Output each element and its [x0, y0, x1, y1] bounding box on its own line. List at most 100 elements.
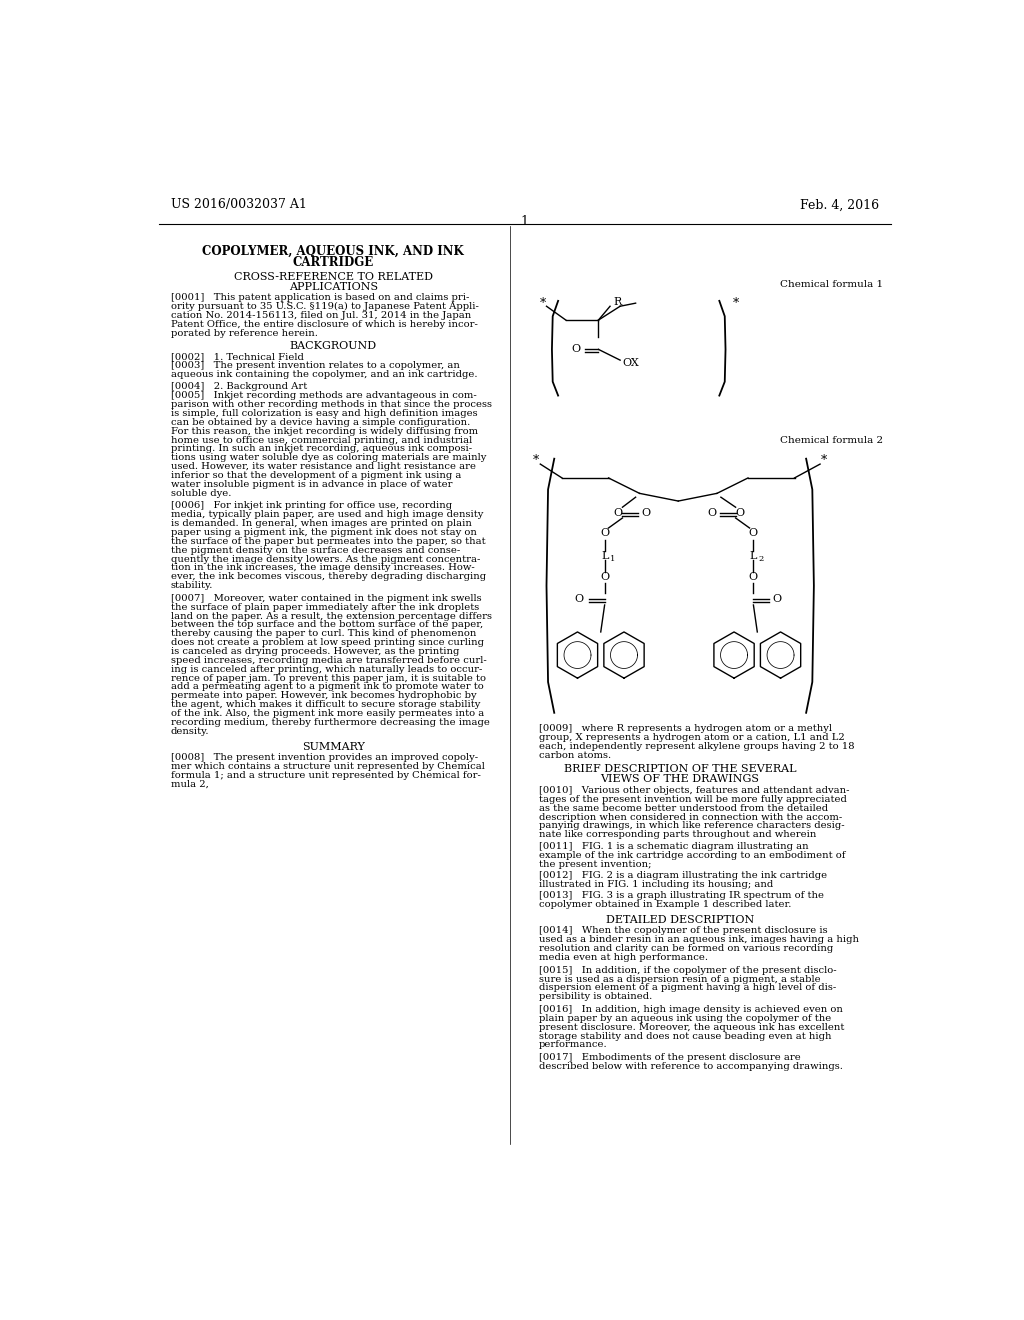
Text: [0002]   1. Technical Field: [0002] 1. Technical Field: [171, 352, 303, 362]
Text: O: O: [641, 508, 650, 517]
Text: [0007]   Moreover, water contained in the pigment ink swells: [0007] Moreover, water contained in the …: [171, 594, 481, 603]
Text: nate like corresponding parts throughout and wherein: nate like corresponding parts throughout…: [539, 830, 816, 840]
Text: [0009]   where R represents a hydrogen atom or a methyl: [0009] where R represents a hydrogen ato…: [539, 725, 831, 734]
Text: CROSS-REFERENCE TO RELATED: CROSS-REFERENCE TO RELATED: [233, 272, 433, 281]
Text: the surface of plain paper immediately after the ink droplets: the surface of plain paper immediately a…: [171, 603, 479, 611]
Text: [0005]   Inkjet recording methods are advantageous in com-: [0005] Inkjet recording methods are adva…: [171, 391, 476, 400]
Text: used. However, its water resistance and light resistance are: used. However, its water resistance and …: [171, 462, 475, 471]
Text: O: O: [571, 345, 581, 354]
Text: OX: OX: [623, 358, 639, 368]
Text: of the ink. Also, the pigment ink more easily permeates into a: of the ink. Also, the pigment ink more e…: [171, 709, 484, 718]
Text: plain paper by an aqueous ink using the copolymer of the: plain paper by an aqueous ink using the …: [539, 1014, 831, 1023]
Text: *: *: [733, 297, 739, 310]
Text: [0008]   The present invention provides an improved copoly-: [0008] The present invention provides an…: [171, 754, 478, 762]
Text: 1: 1: [610, 554, 615, 562]
Text: permeate into paper. However, ink becomes hydrophobic by: permeate into paper. However, ink become…: [171, 692, 476, 700]
Text: as the same become better understood from the detailed: as the same become better understood fro…: [539, 804, 827, 813]
Text: example of the ink cartridge according to an embodiment of: example of the ink cartridge according t…: [539, 851, 845, 861]
Text: 1: 1: [521, 215, 528, 227]
Text: paper using a pigment ink, the pigment ink does not stay on: paper using a pigment ink, the pigment i…: [171, 528, 476, 537]
Text: persibility is obtained.: persibility is obtained.: [539, 993, 652, 1002]
Text: CARTRIDGE: CARTRIDGE: [293, 256, 374, 269]
Text: O: O: [749, 528, 758, 539]
Text: parison with other recording methods in that since the process: parison with other recording methods in …: [171, 400, 492, 409]
Text: speed increases, recording media are transferred before curl-: speed increases, recording media are tra…: [171, 656, 486, 665]
Text: *: *: [540, 297, 546, 310]
Text: is canceled as drying proceeds. However, as the printing: is canceled as drying proceeds. However,…: [171, 647, 459, 656]
Text: the surface of the paper but permeates into the paper, so that: the surface of the paper but permeates i…: [171, 537, 485, 546]
Text: the pigment density on the surface decreases and conse-: the pigment density on the surface decre…: [171, 545, 460, 554]
Text: ever, the ink becomes viscous, thereby degrading discharging: ever, the ink becomes viscous, thereby d…: [171, 573, 485, 581]
Text: between the top surface and the bottom surface of the paper,: between the top surface and the bottom s…: [171, 620, 483, 630]
Text: does not create a problem at low speed printing since curling: does not create a problem at low speed p…: [171, 638, 483, 647]
Text: O: O: [708, 508, 717, 517]
Text: tion in the ink increases, the image density increases. How-: tion in the ink increases, the image den…: [171, 564, 474, 573]
Text: tions using water soluble dye as coloring materials are mainly: tions using water soluble dye as colorin…: [171, 453, 486, 462]
Text: dispersion element of a pigment having a high level of dis-: dispersion element of a pigment having a…: [539, 983, 836, 993]
Text: formula 1; and a structure unit represented by Chemical for-: formula 1; and a structure unit represen…: [171, 771, 480, 780]
Text: media, typically plain paper, are used and high image density: media, typically plain paper, are used a…: [171, 511, 483, 519]
Text: resolution and clarity can be formed on various recording: resolution and clarity can be formed on …: [539, 944, 833, 953]
Text: [0003]   The present invention relates to a copolymer, an: [0003] The present invention relates to …: [171, 362, 460, 371]
Text: each, independently represent alkylene groups having 2 to 18: each, independently represent alkylene g…: [539, 742, 854, 751]
Text: printing. In such an inkjet recording, aqueous ink composi-: printing. In such an inkjet recording, a…: [171, 445, 472, 454]
Text: group, X represents a hydrogen atom or a cation, L1 and L2: group, X represents a hydrogen atom or a…: [539, 733, 845, 742]
Text: stability.: stability.: [171, 581, 213, 590]
Text: [0012]   FIG. 2 is a diagram illustrating the ink cartridge: [0012] FIG. 2 is a diagram illustrating …: [539, 871, 826, 880]
Text: mula 2,: mula 2,: [171, 780, 209, 789]
Text: O: O: [749, 573, 758, 582]
Text: storage stability and does not cause beading even at high: storage stability and does not cause bea…: [539, 1032, 831, 1040]
Text: soluble dye.: soluble dye.: [171, 488, 231, 498]
Text: R: R: [613, 297, 622, 306]
Text: [0013]   FIG. 3 is a graph illustrating IR spectrum of the: [0013] FIG. 3 is a graph illustrating IR…: [539, 891, 823, 900]
Text: rence of paper jam. To prevent this paper jam, it is suitable to: rence of paper jam. To prevent this pape…: [171, 673, 485, 682]
Text: [0001]   This patent application is based on and claims pri-: [0001] This patent application is based …: [171, 293, 469, 302]
Text: O: O: [735, 508, 744, 517]
Text: thereby causing the paper to curl. This kind of phenomenon: thereby causing the paper to curl. This …: [171, 630, 476, 639]
Text: recording medium, thereby furthermore decreasing the image: recording medium, thereby furthermore de…: [171, 718, 489, 727]
Text: density.: density.: [171, 726, 209, 735]
Text: Patent Office, the entire disclosure of which is hereby incor-: Patent Office, the entire disclosure of …: [171, 319, 477, 329]
Text: cation No. 2014-156113, filed on Jul. 31, 2014 in the Japan: cation No. 2014-156113, filed on Jul. 31…: [171, 312, 471, 319]
Text: ing is canceled after printing, which naturally leads to occur-: ing is canceled after printing, which na…: [171, 665, 482, 673]
Text: described below with reference to accompanying drawings.: described below with reference to accomp…: [539, 1063, 843, 1071]
Text: Feb. 4, 2016: Feb. 4, 2016: [800, 198, 879, 211]
Text: tages of the present invention will be more fully appreciated: tages of the present invention will be m…: [539, 795, 847, 804]
Text: Chemical formula 1: Chemical formula 1: [780, 280, 884, 289]
Text: water insoluble pigment is in advance in place of water: water insoluble pigment is in advance in…: [171, 480, 453, 488]
Text: present disclosure. Moreover, the aqueous ink has excellent: present disclosure. Moreover, the aqueou…: [539, 1023, 844, 1032]
Text: VIEWS OF THE DRAWINGS: VIEWS OF THE DRAWINGS: [600, 775, 760, 784]
Text: [0006]   For inkjet ink printing for office use, recording: [0006] For inkjet ink printing for offic…: [171, 502, 452, 511]
Text: the present invention;: the present invention;: [539, 859, 651, 869]
Text: carbon atoms.: carbon atoms.: [539, 751, 611, 760]
Text: aqueous ink containing the copolymer, and an ink cartridge.: aqueous ink containing the copolymer, an…: [171, 370, 477, 379]
Text: O: O: [600, 573, 609, 582]
Text: is demanded. In general, when images are printed on plain: is demanded. In general, when images are…: [171, 519, 471, 528]
Text: used as a binder resin in an aqueous ink, images having a high: used as a binder resin in an aqueous ink…: [539, 936, 859, 944]
Text: [0016]   In addition, high image density is achieved even on: [0016] In addition, high image density i…: [539, 1005, 843, 1014]
Text: can be obtained by a device having a simple configuration.: can be obtained by a device having a sim…: [171, 418, 470, 426]
Text: home use to office use, commercial printing, and industrial: home use to office use, commercial print…: [171, 436, 472, 445]
Text: quently the image density lowers. As the pigment concentra-: quently the image density lowers. As the…: [171, 554, 480, 564]
Text: APPLICATIONS: APPLICATIONS: [289, 281, 378, 292]
Text: US 2016/0032037 A1: US 2016/0032037 A1: [171, 198, 306, 211]
Text: [0014]   When the copolymer of the present disclosure is: [0014] When the copolymer of the present…: [539, 927, 827, 936]
Text: panying drawings, in which like reference characters desig-: panying drawings, in which like referenc…: [539, 821, 845, 830]
Text: *: *: [821, 454, 827, 467]
Text: O: O: [600, 528, 609, 539]
Text: inferior so that the development of a pigment ink using a: inferior so that the development of a pi…: [171, 471, 461, 480]
Text: L: L: [601, 550, 608, 561]
Text: [0011]   FIG. 1 is a schematic diagram illustrating an: [0011] FIG. 1 is a schematic diagram ill…: [539, 842, 808, 851]
Text: For this reason, the inkjet recording is widely diffusing from: For this reason, the inkjet recording is…: [171, 426, 478, 436]
Text: media even at high performance.: media even at high performance.: [539, 953, 708, 962]
Text: *: *: [532, 454, 539, 467]
Text: L: L: [750, 550, 757, 561]
Text: COPOLYMER, AQUEOUS INK, AND INK: COPOLYMER, AQUEOUS INK, AND INK: [203, 244, 464, 257]
Text: mer which contains a structure unit represented by Chemical: mer which contains a structure unit repr…: [171, 762, 484, 771]
Text: porated by reference herein.: porated by reference herein.: [171, 329, 317, 338]
Text: copolymer obtained in Example 1 described later.: copolymer obtained in Example 1 describe…: [539, 900, 792, 909]
Text: land on the paper. As a result, the extension percentage differs: land on the paper. As a result, the exte…: [171, 611, 492, 620]
Text: Chemical formula 2: Chemical formula 2: [780, 436, 884, 445]
Text: description when considered in connection with the accom-: description when considered in connectio…: [539, 813, 842, 821]
Text: SUMMARY: SUMMARY: [302, 742, 365, 751]
